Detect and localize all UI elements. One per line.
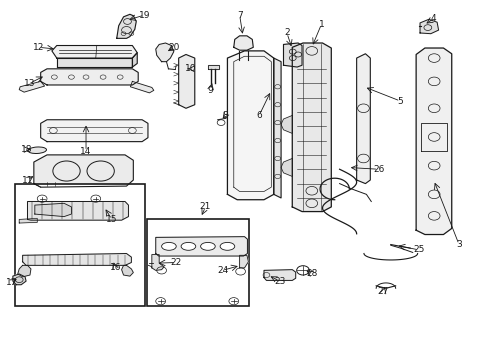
Polygon shape (34, 155, 133, 187)
Polygon shape (130, 81, 154, 93)
Text: 20: 20 (168, 43, 179, 52)
Text: 8: 8 (222, 111, 227, 120)
Polygon shape (19, 81, 44, 92)
Text: 11: 11 (22, 176, 33, 185)
Text: 7: 7 (236, 10, 242, 19)
Polygon shape (22, 253, 131, 265)
Polygon shape (281, 116, 292, 134)
Text: 2: 2 (284, 28, 289, 37)
Text: 23: 23 (273, 276, 285, 285)
Polygon shape (239, 255, 248, 268)
Ellipse shape (200, 242, 215, 250)
Polygon shape (356, 54, 369, 184)
Text: 18: 18 (21, 145, 32, 154)
Text: 13: 13 (24, 79, 36, 88)
Polygon shape (132, 53, 137, 67)
Polygon shape (122, 265, 133, 276)
Polygon shape (27, 202, 128, 220)
Text: 24: 24 (217, 266, 228, 275)
Polygon shape (18, 265, 31, 277)
Polygon shape (156, 43, 173, 62)
Polygon shape (19, 219, 37, 223)
Polygon shape (292, 43, 330, 212)
Polygon shape (283, 43, 302, 67)
Text: 22: 22 (170, 258, 182, 267)
Polygon shape (273, 58, 281, 198)
Polygon shape (13, 274, 26, 285)
Text: 25: 25 (412, 246, 424, 255)
Ellipse shape (220, 242, 234, 250)
Polygon shape (281, 158, 292, 176)
Polygon shape (208, 65, 218, 69)
Polygon shape (152, 255, 163, 270)
Text: 6: 6 (256, 111, 262, 120)
Polygon shape (227, 51, 273, 200)
Polygon shape (264, 270, 295, 280)
Text: 14: 14 (80, 147, 92, 156)
Polygon shape (41, 69, 138, 85)
Polygon shape (57, 58, 132, 67)
Text: 1: 1 (318, 19, 324, 28)
Polygon shape (35, 203, 71, 217)
Text: 5: 5 (397, 96, 403, 105)
Polygon shape (178, 54, 194, 108)
Ellipse shape (181, 242, 195, 250)
Text: 17: 17 (6, 278, 17, 287)
Text: 16: 16 (109, 264, 121, 273)
Text: 15: 15 (106, 215, 118, 224)
Polygon shape (52, 45, 137, 58)
Polygon shape (419, 19, 438, 34)
Text: 21: 21 (200, 202, 211, 211)
Text: 26: 26 (372, 165, 384, 174)
Polygon shape (117, 14, 136, 39)
Text: 19: 19 (139, 10, 150, 19)
Text: 12: 12 (33, 43, 44, 52)
Text: 27: 27 (377, 287, 388, 296)
Text: 9: 9 (207, 86, 213, 95)
Polygon shape (233, 36, 253, 50)
Text: 3: 3 (455, 240, 461, 249)
Ellipse shape (28, 147, 46, 153)
Text: 4: 4 (430, 14, 436, 23)
Bar (15, 184, 144, 306)
Polygon shape (41, 120, 148, 141)
Polygon shape (156, 237, 247, 256)
Polygon shape (415, 48, 451, 234)
Ellipse shape (161, 242, 176, 250)
Bar (147, 220, 249, 306)
Text: 10: 10 (185, 64, 196, 73)
Text: 28: 28 (305, 269, 317, 278)
